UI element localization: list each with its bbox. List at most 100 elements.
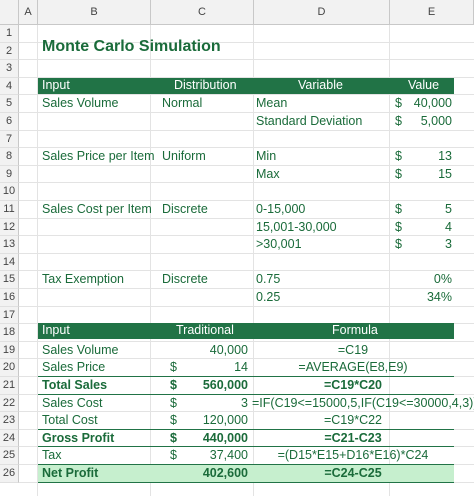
row-separator	[38, 481, 454, 483]
row-header-19[interactable]: 19	[0, 341, 19, 360]
table1-input: Sales Volume	[42, 96, 119, 111]
table2-header-input: Input	[42, 323, 70, 337]
table1-currency: $	[395, 114, 402, 128]
row-header-23[interactable]: 23	[0, 412, 19, 430]
row-header-10[interactable]: 10	[0, 183, 19, 201]
table2-input: Sales Volume	[42, 342, 119, 357]
row-header-15[interactable]: 15	[0, 271, 19, 289]
row-header-21[interactable]: 21	[0, 377, 19, 395]
row-header-25[interactable]: 25	[0, 447, 19, 465]
table2-value: 37,400	[209, 448, 248, 463]
grid-line-h	[19, 252, 474, 254]
row-header-11[interactable]: 11	[0, 201, 19, 219]
table1-header-variable: Variable	[298, 78, 343, 92]
row-header-12[interactable]: 12	[0, 218, 19, 237]
table1-currency: $	[395, 237, 402, 252]
row-separator	[38, 428, 454, 430]
column-header-b[interactable]: B	[38, 0, 151, 25]
grid-line-h	[19, 270, 474, 272]
table1-header-input: Input	[42, 78, 70, 92]
row-separator	[38, 446, 454, 448]
row-header-17[interactable]: 17	[0, 306, 19, 325]
table1-distribution: Discrete	[162, 202, 208, 216]
grid-line-h	[19, 76, 474, 78]
table2-header-traditional: Traditional	[176, 323, 234, 337]
row-header-24[interactable]: 24	[0, 429, 19, 448]
column-header-e[interactable]: E	[390, 0, 474, 25]
table1-variable: 0-15,000	[256, 202, 306, 216]
table1-value: 40,000	[413, 96, 452, 111]
row-header-22[interactable]: 22	[0, 394, 19, 413]
table1-distribution: Normal	[162, 96, 203, 111]
table1-value: 15	[438, 166, 452, 181]
table1-distribution: Discrete	[162, 272, 208, 287]
row-header-14[interactable]: 14	[0, 253, 19, 272]
table2-currency: $	[170, 378, 177, 392]
table2-input: Sales Price	[42, 360, 106, 375]
column-header-c[interactable]: C	[151, 0, 254, 25]
table2-currency: $	[170, 430, 177, 445]
table2-header: Input Traditional Formula	[38, 323, 454, 339]
table1-variable: 0.25	[256, 290, 281, 304]
table2-formula: =C24-C25	[324, 466, 382, 480]
table2-currency: $	[170, 448, 177, 463]
grid-line-h	[19, 59, 474, 61]
row-header-16[interactable]: 16	[0, 289, 19, 307]
table2-currency: $	[170, 413, 177, 428]
table1-variable: Min	[256, 149, 277, 164]
row-header-3[interactable]: 3	[0, 60, 19, 78]
table2-formula: =IF(C19<=15000,5,IF(C19<=30000,4,3))	[252, 395, 474, 410]
grid-line-h	[19, 182, 474, 184]
table2-formula: =C19*C20	[323, 378, 383, 392]
table2-value: 560,000	[202, 378, 248, 392]
row-header-13[interactable]: 13	[0, 236, 19, 254]
table2-input: Sales Cost	[42, 395, 103, 410]
grid-line-v	[253, 25, 254, 496]
table1-input: Sales Price per Item	[42, 149, 155, 164]
table1-value: 5	[445, 202, 452, 216]
row-separator	[38, 464, 454, 465]
grid-line-h	[19, 340, 474, 342]
grid-line-h	[19, 411, 474, 413]
table2-currency: $	[170, 395, 177, 410]
select-all-corner[interactable]	[0, 0, 19, 25]
column-header-a[interactable]: A	[19, 0, 38, 25]
table2-formula: =AVERAGE(E8,E9)	[298, 360, 408, 375]
row-header-4[interactable]: 4	[0, 77, 19, 96]
row-header-9[interactable]: 9	[0, 165, 19, 184]
table2-header-formula: Formula	[332, 323, 378, 337]
row-header-8[interactable]: 8	[0, 148, 19, 166]
table1-variable: Max	[256, 166, 280, 181]
grid-line-v	[37, 25, 38, 496]
grid-line-h	[19, 112, 474, 113]
grid-line-h	[19, 164, 474, 166]
row-header-26[interactable]: 26	[0, 465, 19, 483]
table2-value: 14	[234, 360, 248, 375]
row-header-18[interactable]: 18	[0, 324, 19, 342]
table2-input: Total Cost	[42, 413, 98, 428]
row-header-2[interactable]: 2	[0, 42, 19, 61]
table2-formula: =(D15*E15+D16*E16)*C24	[277, 448, 429, 463]
column-header-d[interactable]: D	[254, 0, 390, 25]
row-header-1[interactable]: 1	[0, 25, 19, 43]
net-profit-highlight	[38, 465, 454, 483]
row-header-6[interactable]: 6	[0, 113, 19, 131]
table2-input: Net Profit	[42, 466, 99, 480]
grid-line-h	[19, 129, 474, 131]
row-header-7[interactable]: 7	[0, 130, 19, 149]
table1-header-distribution: Distribution	[174, 78, 237, 92]
table2-value: 40,000	[209, 342, 248, 357]
table1-header-value: Value	[408, 78, 440, 92]
table1-currency: $	[395, 96, 402, 111]
table1-header: Input Distribution Variable Value	[38, 78, 454, 94]
table2-value: 120,000	[202, 413, 248, 428]
grid-line-h	[19, 147, 474, 149]
table1-value: 4	[445, 219, 452, 234]
page-title: Monte Carlo Simulation	[42, 38, 221, 55]
row-header-5[interactable]: 5	[0, 95, 19, 113]
row-header-20[interactable]: 20	[0, 359, 19, 377]
table1-variable: >30,001	[256, 237, 302, 252]
table2-value: 3	[241, 395, 248, 410]
table1-input: Sales Cost per Item	[42, 202, 152, 216]
table2-input: Gross Profit	[42, 430, 115, 445]
